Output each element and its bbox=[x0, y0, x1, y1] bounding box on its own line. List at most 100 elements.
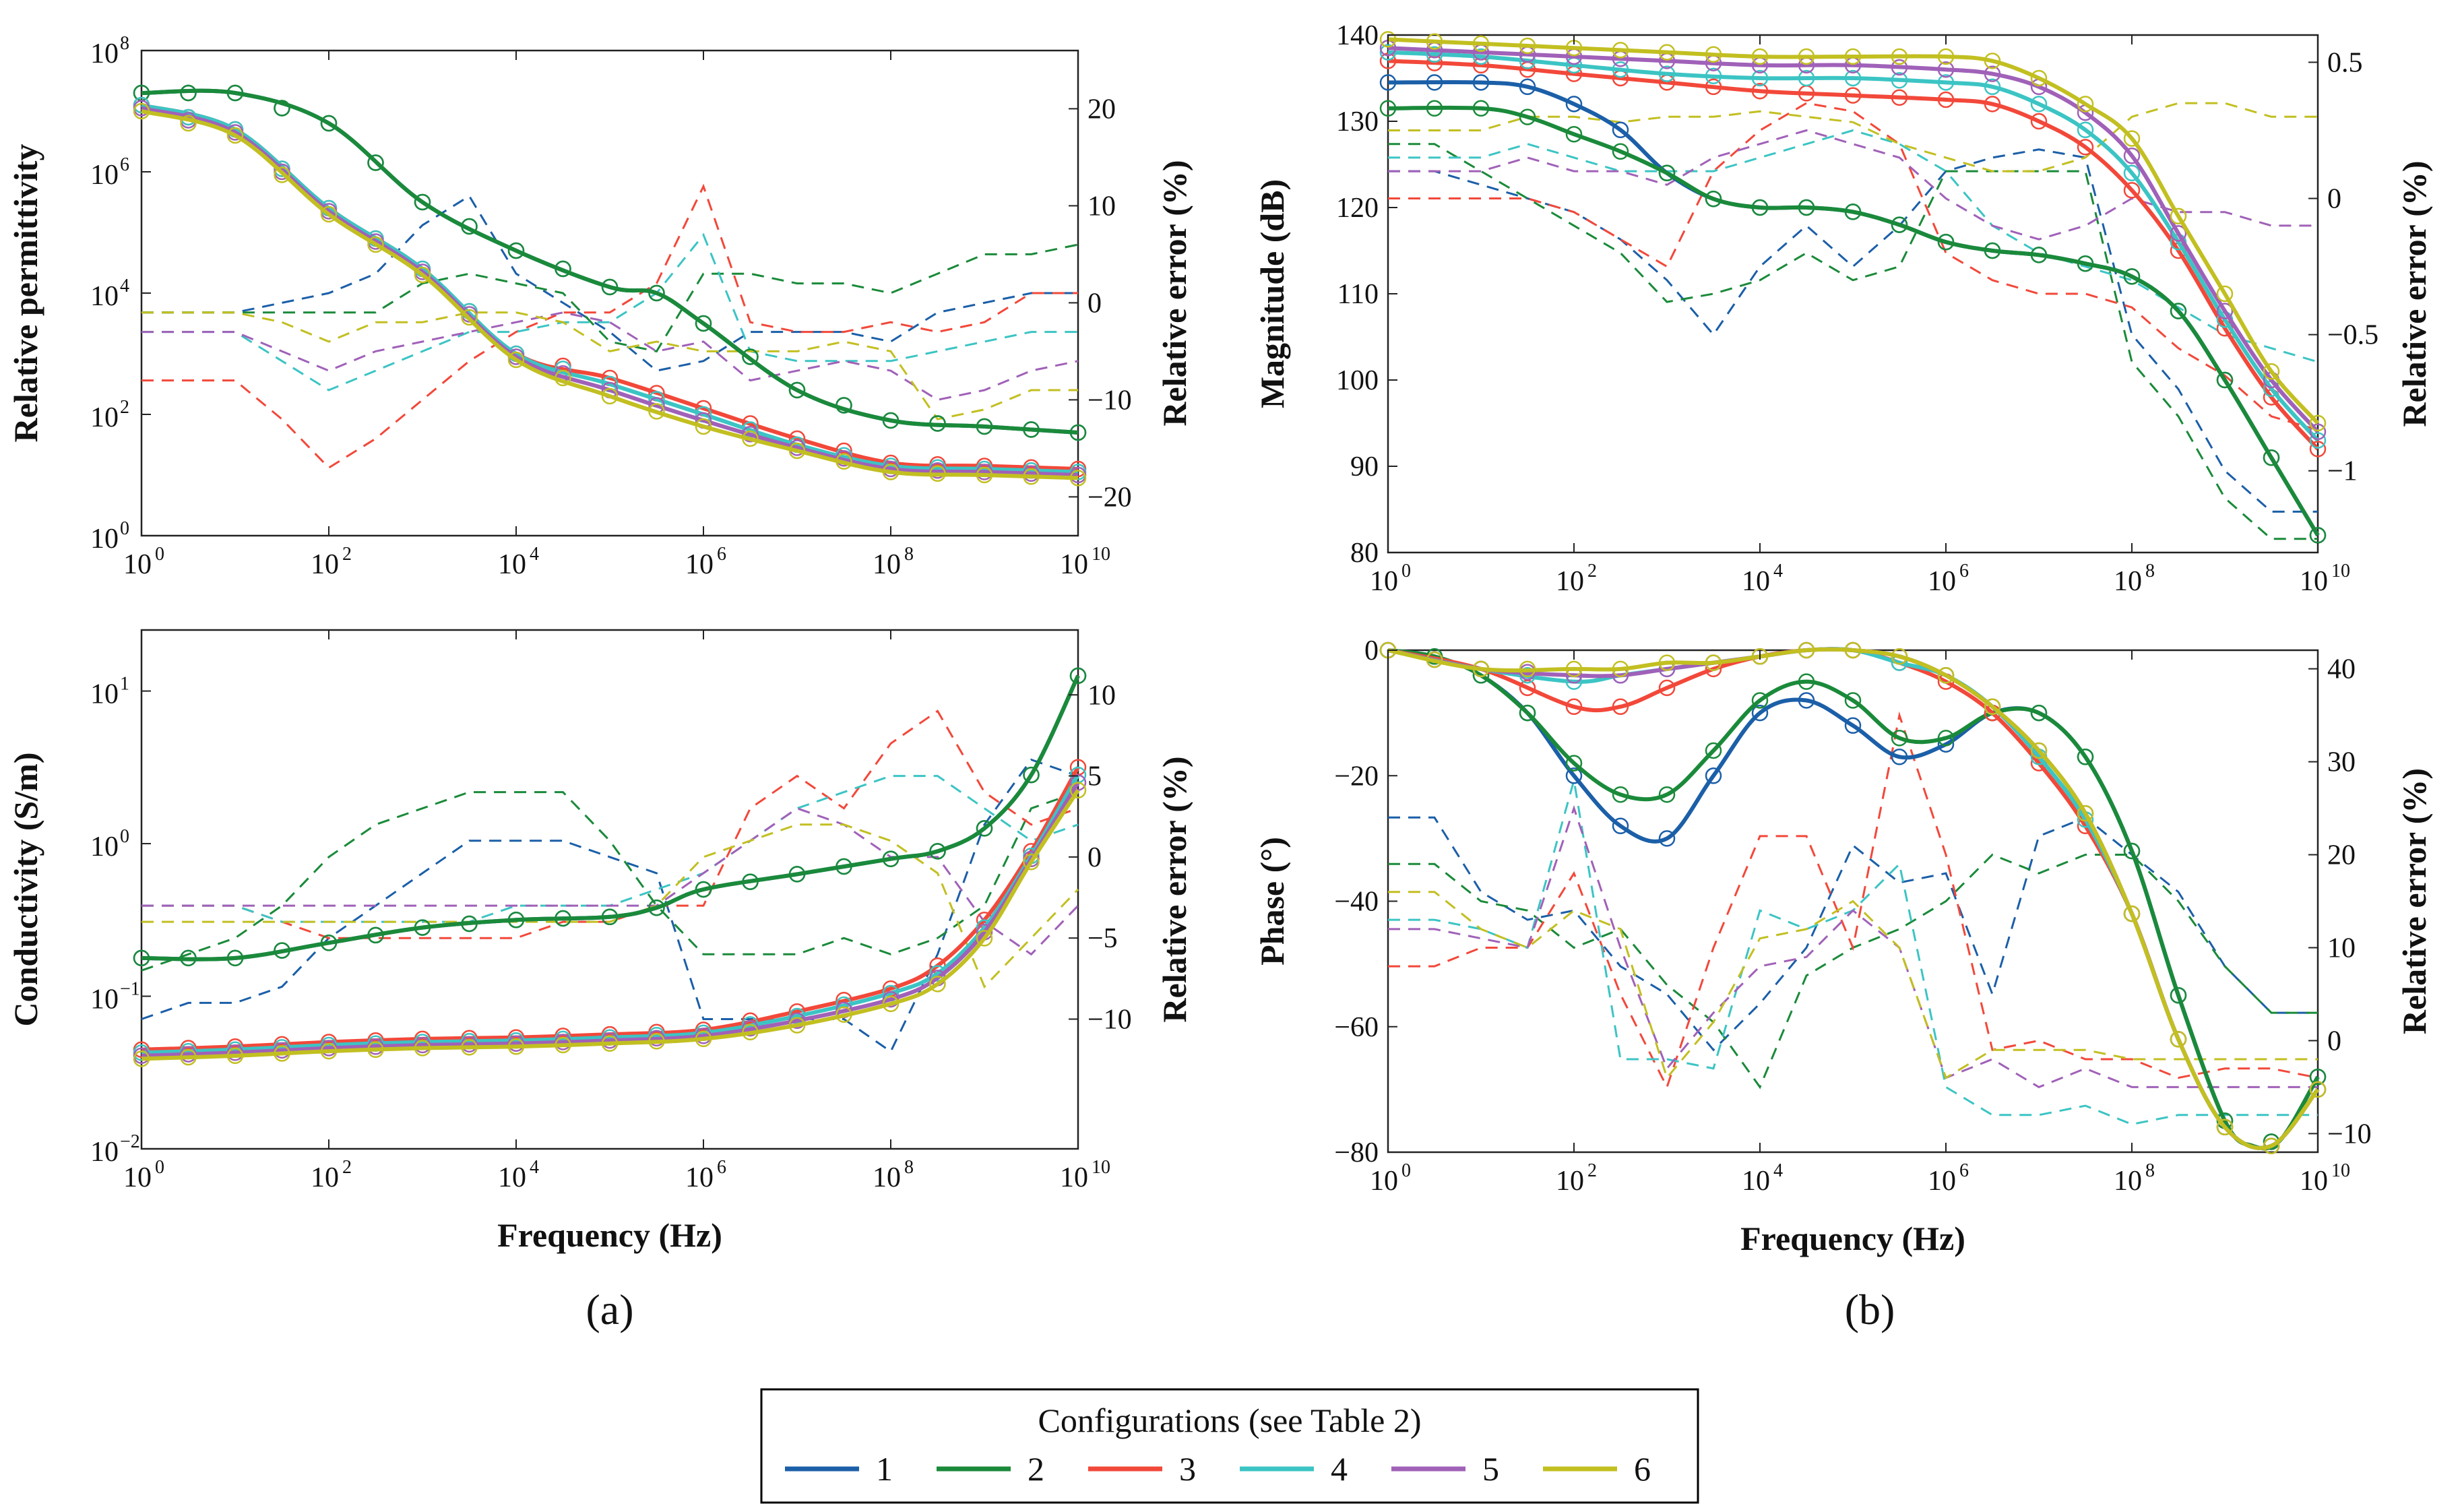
data-series-group bbox=[133, 667, 1087, 1067]
y-tick-label: 120 bbox=[1336, 193, 1379, 224]
data-marker-config-2 bbox=[882, 412, 900, 429]
data-marker-config-6 bbox=[601, 387, 619, 405]
data-marker-config-4 bbox=[1705, 67, 1722, 85]
data-marker-config-4 bbox=[1891, 71, 1908, 89]
data-line-config-4 bbox=[141, 103, 1079, 474]
data-line-config-6 bbox=[141, 109, 1079, 480]
data-marker-config-2 bbox=[226, 949, 244, 967]
data-marker-config-6 bbox=[976, 930, 993, 947]
y-right-tick-label: 5 bbox=[1087, 761, 1102, 792]
y-right-tick-label: −0.5 bbox=[2327, 320, 2378, 351]
data-marker-config-2 bbox=[1984, 242, 2001, 259]
data-marker-config-3 bbox=[1519, 679, 1536, 697]
x-axis: 10 0 10 2 10 4 10 6 10 8 10 10 bbox=[1370, 35, 2350, 597]
x-tick-exponent: 6 bbox=[717, 1157, 726, 1178]
data-marker-config-3 bbox=[1612, 698, 1629, 716]
data-marker-config-1 bbox=[1472, 74, 1490, 91]
y-tick-label: 10 bbox=[90, 679, 119, 710]
data-marker-config-6 bbox=[929, 465, 946, 482]
data-marker-config-6 bbox=[1612, 42, 1629, 59]
data-marker-config-2 bbox=[507, 242, 525, 259]
data-marker-config-6 bbox=[2263, 1137, 2280, 1154]
data-marker-config-2 bbox=[1612, 786, 1629, 803]
y-tick-exponent: 4 bbox=[120, 276, 129, 296]
data-marker-config-4 bbox=[1937, 74, 1955, 91]
data-marker-config-5 bbox=[788, 1012, 806, 1030]
data-marker-config-1 bbox=[1891, 749, 1908, 765]
data-marker-config-2 bbox=[2077, 255, 2094, 272]
x-axis: 10 0 10 2 10 4 10 6 10 8 10 10 bbox=[123, 51, 1110, 580]
error-line-config-3 bbox=[1388, 102, 2319, 431]
data-marker-config-2 bbox=[2309, 527, 2327, 544]
data-marker-config-6 bbox=[133, 1050, 150, 1067]
x-tick-label: 10 bbox=[1060, 1162, 1088, 1193]
data-marker-config-2 bbox=[1379, 100, 1397, 117]
x-axis-label: Frequency (Hz) bbox=[1740, 1220, 1965, 1257]
data-marker-config-6 bbox=[2077, 805, 2094, 822]
legend-label-config-3: 3 bbox=[1179, 1450, 1196, 1488]
data-line-config-6 bbox=[141, 789, 1080, 1061]
y-right-tick-label: −10 bbox=[1087, 385, 1132, 416]
data-marker-config-4 bbox=[1379, 44, 1397, 61]
data-line-config-3 bbox=[1387, 59, 2320, 451]
x-tick-exponent: 8 bbox=[2145, 561, 2155, 581]
data-marker-config-4 bbox=[2309, 432, 2327, 449]
y-tick-exponent: 1 bbox=[120, 674, 129, 695]
data-marker-config-6 bbox=[1705, 654, 1722, 671]
data-marker-config-2 bbox=[367, 926, 384, 944]
x-tick-exponent: 0 bbox=[1401, 1160, 1411, 1181]
x-tick-exponent: 10 bbox=[1092, 1157, 1110, 1178]
data-marker-config-2 bbox=[2216, 371, 2234, 389]
data-marker-config-6 bbox=[367, 236, 384, 253]
data-marker-config-2 bbox=[1798, 673, 1815, 690]
error-line-config-2 bbox=[1388, 143, 2318, 540]
data-line-config-5 bbox=[141, 106, 1079, 477]
x-tick-label: 10 bbox=[1556, 566, 1584, 597]
data-marker-config-2 bbox=[1798, 199, 1815, 216]
data-marker-config-2 bbox=[2030, 704, 2048, 722]
data-marker-config-6 bbox=[1891, 48, 1908, 65]
data-line-config-2 bbox=[141, 674, 1080, 962]
x-tick-label: 10 bbox=[873, 549, 901, 580]
legend-label-config-4: 4 bbox=[1331, 1450, 1348, 1488]
data-marker-config-2 bbox=[461, 218, 478, 235]
y-right-axis-label: Relative error (%) bbox=[1156, 756, 1193, 1022]
y-tick-label: 10 bbox=[90, 160, 119, 191]
data-marker-config-4 bbox=[2077, 121, 2094, 139]
data-marker-config-2 bbox=[695, 881, 712, 898]
data-marker-config-2 bbox=[1751, 199, 1769, 216]
data-marker-config-5 bbox=[1891, 59, 1908, 76]
y-right-tick-label: 10 bbox=[1087, 191, 1116, 222]
data-marker-config-3 bbox=[2309, 441, 2327, 458]
x-tick-label: 10 bbox=[2114, 1166, 2142, 1197]
data-marker-config-6 bbox=[2123, 130, 2141, 147]
data-marker-config-6 bbox=[2309, 414, 2327, 432]
data-marker-config-6 bbox=[274, 1045, 290, 1062]
y-tick-exponent: 2 bbox=[120, 397, 129, 418]
data-marker-config-6 bbox=[1023, 468, 1040, 485]
x-tick-exponent: 4 bbox=[1773, 1160, 1783, 1181]
data-marker-config-6 bbox=[2123, 905, 2141, 922]
data-marker-config-2 bbox=[695, 315, 712, 332]
data-marker-config-6 bbox=[835, 453, 852, 470]
error-line-config-5 bbox=[141, 807, 1079, 956]
y-tick-label: 10 bbox=[90, 1137, 119, 1168]
data-marker-config-4 bbox=[1472, 48, 1490, 65]
data-marker-config-4 bbox=[742, 421, 759, 438]
data-marker-config-2 bbox=[1472, 100, 1490, 117]
data-marker-config-2 bbox=[1023, 421, 1040, 438]
y-tick-label: 10 bbox=[90, 984, 119, 1015]
x-tick-exponent: 4 bbox=[530, 1157, 539, 1178]
data-marker-config-2 bbox=[1565, 755, 1583, 771]
x-tick-exponent: 2 bbox=[1587, 1160, 1597, 1181]
legend-label-config-1: 1 bbox=[876, 1450, 893, 1488]
x-tick-exponent: 6 bbox=[1959, 561, 1969, 581]
y-tick-label: 140 bbox=[1336, 20, 1379, 51]
data-marker-config-6 bbox=[2030, 742, 2048, 759]
